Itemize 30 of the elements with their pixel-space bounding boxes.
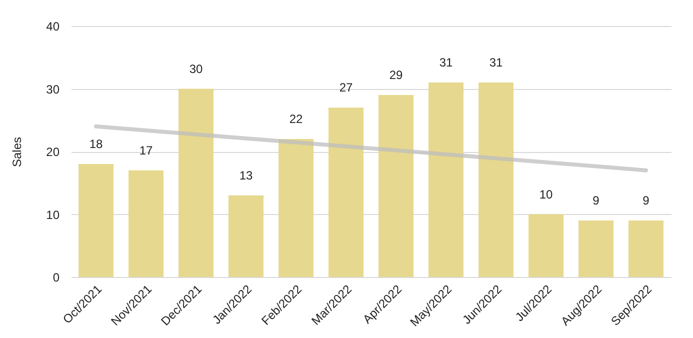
data-label: 13 <box>239 168 253 182</box>
bar <box>178 88 214 277</box>
y-tick-label: 20 <box>46 145 60 159</box>
bar <box>78 164 114 277</box>
bar <box>278 138 314 277</box>
y-tick-label: 10 <box>46 208 60 222</box>
bar <box>528 214 564 277</box>
bar <box>378 95 414 277</box>
bar <box>628 220 664 277</box>
data-label: 10 <box>539 187 553 202</box>
data-label: 22 <box>289 112 303 126</box>
bar <box>228 195 264 277</box>
bar <box>328 108 364 277</box>
data-label: 31 <box>489 55 503 70</box>
data-label: 17 <box>139 143 153 158</box>
data-label: 30 <box>189 62 203 76</box>
y-tick-label: 40 <box>46 20 60 34</box>
bar <box>128 170 164 277</box>
bar <box>478 82 514 277</box>
data-label: 31 <box>439 55 453 70</box>
data-label: 29 <box>389 68 403 82</box>
y-tick-label: 30 <box>46 82 60 96</box>
data-label: 18 <box>89 137 103 152</box>
bar <box>578 220 614 277</box>
y-axis-title: Sales <box>10 136 24 168</box>
bar <box>428 82 464 277</box>
data-label: 9 <box>592 194 600 208</box>
data-label: 27 <box>339 80 353 95</box>
y-tick-label: 0 <box>52 270 60 284</box>
data-label: 9 <box>642 194 650 208</box>
